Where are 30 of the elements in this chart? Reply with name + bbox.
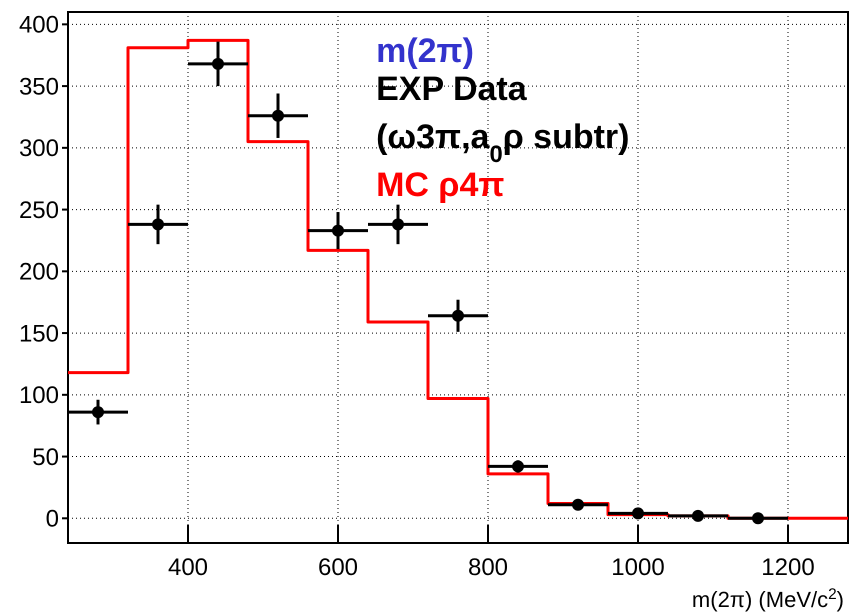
point xyxy=(752,512,764,524)
x-tick-label: 400 xyxy=(168,554,208,581)
y-tick-label: 100 xyxy=(18,382,59,410)
point xyxy=(572,498,584,511)
x-tick-label: 600 xyxy=(318,554,358,581)
point xyxy=(272,110,284,122)
series-label: EXP Data (ω3π,a$_{0}$ρ subtr) xyxy=(376,70,630,168)
y-tick-label: 150 xyxy=(18,320,59,348)
point xyxy=(212,58,224,70)
x-tick-label: 1000 xyxy=(611,554,665,581)
y-tick-label: 350 xyxy=(18,73,59,100)
y-tick-label: 300 xyxy=(18,135,59,162)
y-tick-label: 0 xyxy=(46,506,59,533)
x-tick-label: 1200 xyxy=(761,554,815,581)
text: m(2π) xyxy=(376,32,474,70)
point xyxy=(632,507,644,520)
point xyxy=(692,510,704,522)
point xyxy=(152,218,164,230)
point xyxy=(392,218,404,230)
x-axis-title: m(2π) (MeV/c$^{2}$) xyxy=(692,586,844,612)
y-tick-label: 400 xyxy=(18,12,59,39)
y-tick-label: 50 xyxy=(32,444,59,471)
point xyxy=(92,406,104,418)
y-tick-label: 250 xyxy=(18,196,59,224)
x-tick-label: 800 xyxy=(468,554,508,581)
series-label: MC ρ4π xyxy=(376,166,504,204)
point xyxy=(452,310,464,322)
point xyxy=(332,224,344,237)
point xyxy=(512,460,524,472)
y-tick-label: 200 xyxy=(18,258,59,286)
